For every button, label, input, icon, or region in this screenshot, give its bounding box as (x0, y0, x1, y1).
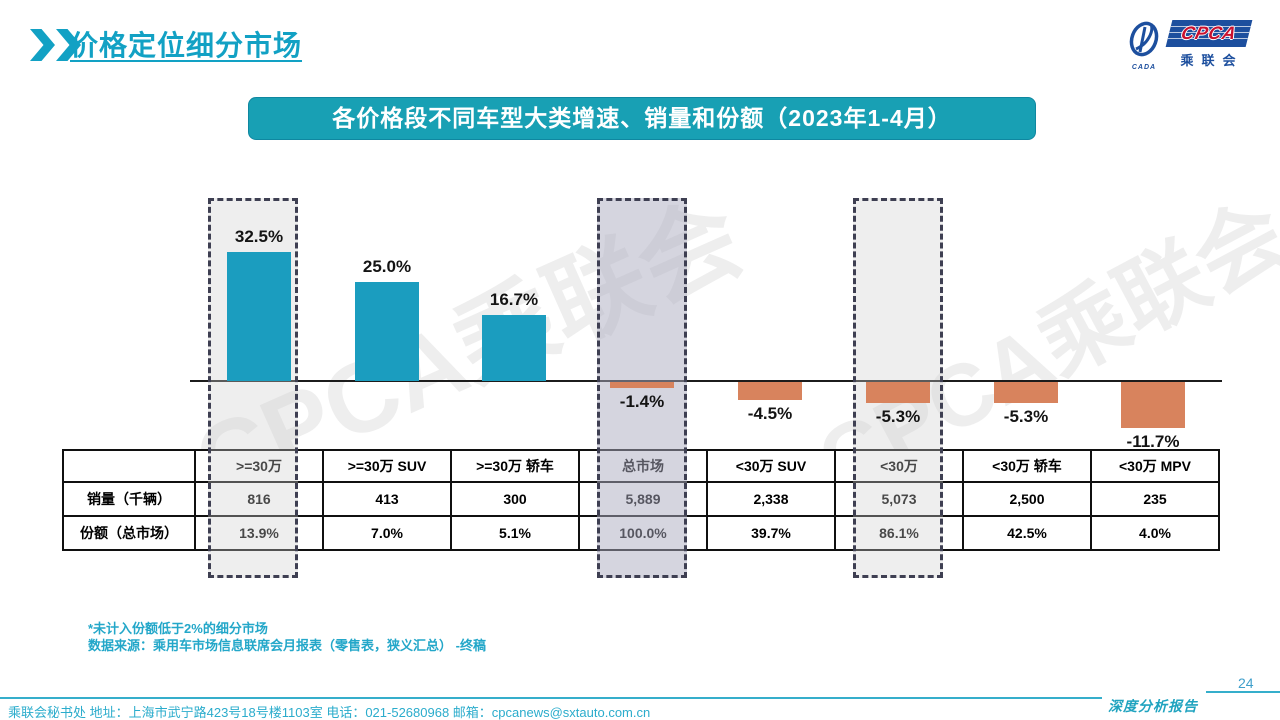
table-cell: 42.5% (962, 515, 1092, 551)
bar-value-label: -5.3% (875, 406, 921, 426)
bar-value-label: 25.0% (362, 257, 412, 276)
table-cell: 5,073 (834, 481, 964, 517)
table-cell: 5.1% (450, 515, 580, 551)
table-cell: 86.1% (834, 515, 964, 551)
cpca-box: CPCA (1165, 20, 1253, 47)
column-header: 总市场 (578, 449, 708, 483)
column-header: >=30万 SUV (322, 449, 452, 483)
footnote: *未计入份额低于2%的细分市场 (88, 621, 268, 636)
column-header: <30万 MPV (1090, 449, 1220, 483)
cada-emblem-icon (1129, 21, 1159, 57)
row-header: 份额（总市场） (62, 515, 196, 551)
data-table: >=30万 >=30万 SUV >=30万 轿车 总市场 <30万 SUV <3… (62, 449, 1220, 551)
bar-<30万 SUV (738, 382, 802, 400)
table-row-sales: 销量（千辆） 816 413 300 5,889 2,338 5,073 2,5… (62, 481, 1220, 517)
table-cell: 5,889 (578, 481, 708, 517)
cada-emblem: CADA (1124, 20, 1164, 71)
footer-divider (0, 697, 1102, 699)
footer-contact: 乘联会秘书处 地址：上海市武宁路423号18号楼1103室 电话：021-526… (8, 705, 651, 720)
bar-value-label: -1.4% (619, 391, 665, 411)
table-cell: 2,338 (706, 481, 836, 517)
cpca-subtitle: 乘联会 (1180, 53, 1244, 68)
bar-<30万 MPV (1121, 382, 1185, 429)
table-cell: 7.0% (322, 515, 452, 551)
table-cell: 39.7% (706, 515, 836, 551)
report-label: 深度分析报告 (1108, 700, 1198, 715)
page-title: 价格定位细分市场 (70, 30, 303, 61)
cpca-text: CPCA (1179, 23, 1240, 43)
row-header: 销量（千辆） (62, 481, 196, 517)
bar-<30万 轿车 (994, 382, 1058, 403)
bar->=30万 轿车 (482, 314, 546, 381)
bar-value-label: -5.3% (1003, 406, 1049, 426)
column-header: <30万 轿车 (962, 449, 1092, 483)
table-cell: 4.0% (1090, 515, 1220, 551)
footnote-source: 数据来源：乘用车市场信息联席会月报表（零售表，狭义汇总） -终稿 (88, 638, 486, 653)
bar->=30万 SUV (355, 282, 419, 381)
bar-<30万 (866, 382, 930, 403)
table-header-row: >=30万 >=30万 SUV >=30万 轿车 总市场 <30万 SUV <3… (62, 449, 1220, 483)
bar-value-label: -4.5% (747, 403, 793, 423)
table-corner-cell (62, 449, 196, 483)
table-cell: 13.9% (194, 515, 324, 551)
bar->=30万 (227, 252, 291, 381)
table-row-share: 份额（总市场） 13.9% 7.0% 5.1% 100.0% 39.7% 86.… (62, 515, 1220, 551)
cpca-wordmark: CPCA 乘联会 (1165, 20, 1253, 69)
cpca-logo: CADA CPCA 乘联会 (1124, 20, 1253, 71)
table-cell: 235 (1090, 481, 1220, 517)
chart-title-banner: 各价格段不同车型大类增速、销量和份额（2023年1-4月） (248, 97, 1036, 140)
bar-总市场 (610, 382, 674, 388)
table-cell: 816 (194, 481, 324, 517)
chevron-right-icon (30, 29, 55, 61)
table-cell: 413 (322, 481, 452, 517)
table-cell: 300 (450, 481, 580, 517)
table-cell: 2,500 (962, 481, 1092, 517)
bar-value-label: 16.7% (489, 289, 539, 309)
table-cell: 100.0% (578, 515, 708, 551)
footnotes: *未计入份额低于2%的细分市场 数据来源：乘用车市场信息联席会月报表（零售表，狭… (88, 620, 486, 654)
bar-value-label: 32.5% (234, 227, 284, 247)
cada-caption: CADA (1131, 64, 1157, 71)
column-header: <30万 (834, 449, 964, 483)
x-axis-line (190, 380, 1222, 382)
column-header: >=30万 (194, 449, 324, 483)
column-header: >=30万 轿车 (450, 449, 580, 483)
column-header: <30万 SUV (706, 449, 836, 483)
page-number: 24 (1238, 675, 1254, 691)
footer-right-line (1206, 691, 1280, 693)
